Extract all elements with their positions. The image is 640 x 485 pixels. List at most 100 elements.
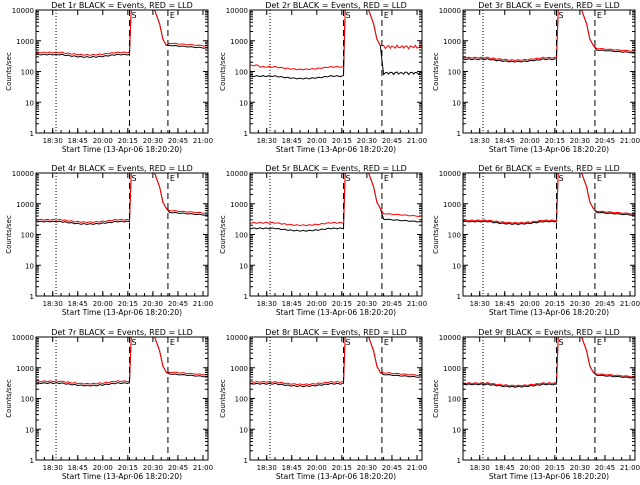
marker-label-s: S <box>132 174 137 183</box>
x-tick-label: 21:00 <box>407 464 427 472</box>
x-tick-label: 21:00 <box>407 300 427 308</box>
panel-title: Det 6r BLACK = Events, RED = LLD <box>478 164 620 173</box>
y-tick-label: 10 <box>452 426 461 434</box>
y-tick-label: 10 <box>239 262 248 270</box>
y-tick-label: 1000 <box>443 201 461 209</box>
axes-frame <box>249 9 423 134</box>
axes-frame <box>462 9 636 134</box>
axes-frame <box>35 336 209 461</box>
y-tick-label: 100 <box>448 69 461 77</box>
x-tick-label: 20:00 <box>520 300 540 308</box>
lld-series <box>35 336 208 385</box>
y-tick-label: 10000 <box>226 334 248 342</box>
marker-label-e: E <box>597 338 602 347</box>
panel-title: Det 4r BLACK = Events, RED = LLD <box>51 164 193 173</box>
y-tick-label: 10 <box>239 99 248 107</box>
x-tick-label: 18:30 <box>257 464 277 472</box>
lld-series <box>462 9 635 62</box>
marker-label-s: S <box>559 174 564 183</box>
x-tick-label: 20:45 <box>595 300 615 308</box>
x-tick-label: 20:15 <box>118 464 138 472</box>
y-tick-label: 1 <box>457 293 461 301</box>
x-tick-label: 18:30 <box>257 300 277 308</box>
x-tick-label: 18:30 <box>43 464 63 472</box>
x-tick-label: 20:30 <box>143 137 163 145</box>
panel-title: Det 8r BLACK = Events, RED = LLD <box>265 328 407 337</box>
y-tick-label: 1000 <box>230 365 248 373</box>
y-tick-label: 100 <box>235 69 248 77</box>
marker-label-e: E <box>170 11 175 20</box>
x-tick-label: 20:00 <box>307 300 327 308</box>
y-tick-label: 1 <box>30 130 34 138</box>
x-tick-label: 20:15 <box>545 300 565 308</box>
x-axis-label: Start Time (13-Apr-06 18:20:20) <box>489 472 609 480</box>
y-tick-label: 100 <box>235 396 248 404</box>
x-tick-label: 20:45 <box>595 464 615 472</box>
marker-label-e: E <box>384 11 389 20</box>
x-tick-label: 20:00 <box>307 464 327 472</box>
x-tick-label: 20:45 <box>168 137 188 145</box>
y-tick-label: 10 <box>452 99 461 107</box>
events-series <box>35 172 208 225</box>
x-axis-label: Start Time (13-Apr-06 18:20:20) <box>276 472 396 480</box>
events-series <box>249 9 422 80</box>
y-tick-label: 100 <box>21 396 34 404</box>
x-tick-label: 20:30 <box>357 464 377 472</box>
y-axis-label: Counts/sec <box>219 379 227 418</box>
y-tick-label: 10000 <box>226 170 248 178</box>
y-tick-label: 1000 <box>16 38 34 46</box>
y-axis-label: Counts/sec <box>219 215 227 254</box>
y-tick-label: 10000 <box>12 170 34 178</box>
x-axis-label: Start Time (13-Apr-06 18:20:20) <box>62 472 182 480</box>
axes-frame <box>462 172 636 297</box>
lld-series <box>462 336 635 387</box>
panel-title: Det 1r BLACK = Events, RED = LLD <box>51 1 193 10</box>
x-tick-label: 20:30 <box>570 137 590 145</box>
x-tick-label: 20:45 <box>595 137 615 145</box>
y-tick-label: 10 <box>452 262 461 270</box>
y-tick-label: 10 <box>25 262 34 270</box>
lld-series <box>35 9 209 56</box>
x-tick-label: 20:30 <box>570 300 590 308</box>
y-tick-label: 10000 <box>12 334 34 342</box>
y-tick-label: 100 <box>21 232 34 240</box>
x-tick-label: 20:30 <box>357 300 377 308</box>
x-tick-label: 20:45 <box>168 300 188 308</box>
y-axis-label: Counts/sec <box>5 215 13 254</box>
x-tick-label: 21:00 <box>620 300 640 308</box>
marker-label-s: S <box>559 11 564 20</box>
y-tick-label: 10 <box>25 99 34 107</box>
x-tick-label: 21:00 <box>193 300 213 308</box>
lld-series <box>250 336 422 386</box>
y-tick-label: 1000 <box>230 201 248 209</box>
marker-label-s: S <box>346 174 351 183</box>
y-axis-label: Counts/sec <box>5 52 13 91</box>
lld-series <box>35 172 209 224</box>
x-tick-label: 20:00 <box>93 464 113 472</box>
x-tick-label: 21:00 <box>193 137 213 145</box>
x-tick-label: 20:45 <box>168 464 188 472</box>
x-tick-label: 18:45 <box>68 300 88 308</box>
y-tick-label: 1000 <box>16 201 34 209</box>
x-tick-label: 20:45 <box>382 137 402 145</box>
marker-label-s: S <box>346 338 351 347</box>
y-tick-label: 1 <box>30 293 34 301</box>
events-series <box>250 336 423 388</box>
y-tick-label: 1 <box>30 457 34 465</box>
panel-title: Det 2r BLACK = Events, RED = LLD <box>265 1 407 10</box>
x-tick-label: 18:45 <box>282 137 302 145</box>
x-tick-label: 18:30 <box>43 300 63 308</box>
x-tick-label: 18:45 <box>68 137 88 145</box>
x-tick-label: 18:45 <box>495 300 515 308</box>
marker-label-s: S <box>559 338 564 347</box>
marker-label-e: E <box>170 174 175 183</box>
x-axis-label: Start Time (13-Apr-06 18:20:20) <box>62 308 182 317</box>
x-tick-label: 20:15 <box>118 137 138 145</box>
y-tick-label: 1000 <box>16 365 34 373</box>
x-tick-label: 20:45 <box>382 300 402 308</box>
